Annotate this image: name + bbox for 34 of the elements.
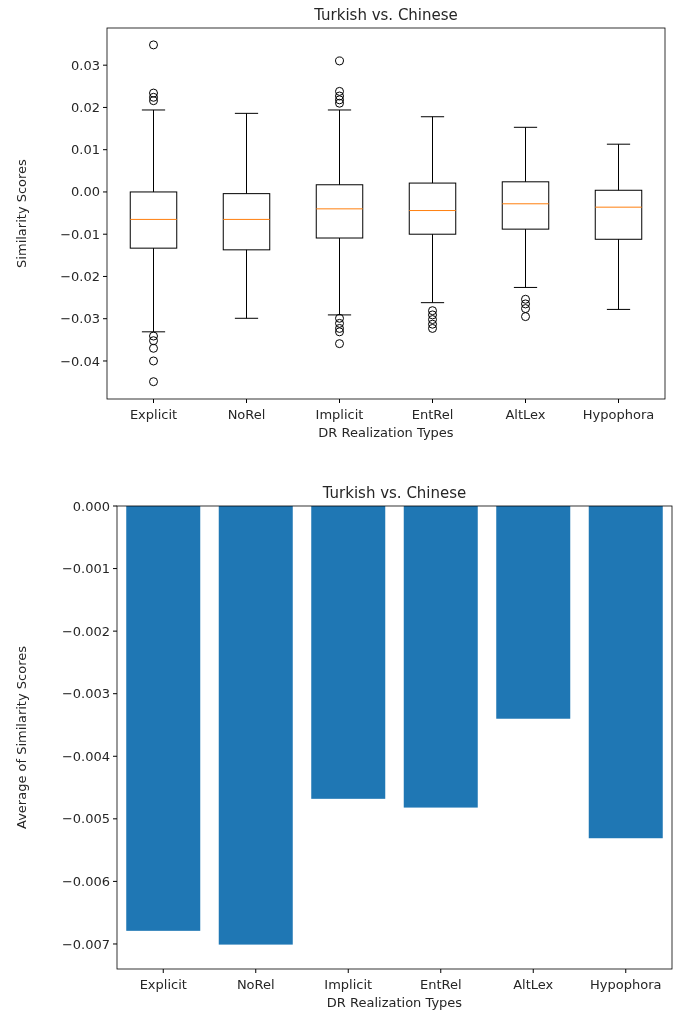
y-tick-label: −0.005 <box>61 811 110 827</box>
y-tick-label: −0.006 <box>61 873 110 889</box>
y-tick-label: 0.03 <box>71 57 100 73</box>
x-tick-label: EntRel <box>411 407 454 422</box>
y-tick-label: 0.000 <box>72 498 110 514</box>
y-axis-title: Similarity Scores <box>14 158 29 268</box>
y-tick-label: −0.01 <box>60 226 100 242</box>
y-tick-label: −0.02 <box>60 269 100 285</box>
x-tick-label: Implicit <box>315 407 364 422</box>
y-tick-label: −0.004 <box>61 748 110 764</box>
y-tick-label: −0.03 <box>60 311 100 327</box>
chart-title: Turkish vs. Chinese <box>313 6 458 24</box>
x-tick-label: Hypophora <box>590 977 662 992</box>
x-tick-label: AltLex <box>505 407 546 422</box>
x-axis-title: DR Realization Types <box>326 995 463 1010</box>
x-tick-label: Explicit <box>139 977 187 992</box>
y-tick-label: −0.001 <box>61 561 110 577</box>
x-tick-label: AltLex <box>513 977 554 992</box>
y-tick-label: −0.007 <box>61 936 110 952</box>
x-axis-title: DR Realization Types <box>318 425 454 440</box>
x-tick-label: EntRel <box>419 977 462 992</box>
y-tick-label: 0.00 <box>71 184 100 200</box>
x-tick-label: NoRel <box>227 407 266 422</box>
x-tick-label: Explicit <box>129 407 178 422</box>
y-tick-label: −0.003 <box>61 686 110 702</box>
x-tick-label: Implicit <box>324 977 373 992</box>
y-tick-label: 0.02 <box>71 99 100 115</box>
x-tick-label: NoRel <box>236 977 275 992</box>
y-axis-title: Average of Similarity Scores <box>14 645 29 829</box>
x-tick-label: Hypophora <box>582 407 655 422</box>
y-tick-label: −0.04 <box>60 353 100 369</box>
y-tick-label: 0.01 <box>71 142 100 158</box>
y-tick-label: −0.002 <box>61 623 110 639</box>
chart-title: Turkish vs. Chinese <box>321 484 467 502</box>
